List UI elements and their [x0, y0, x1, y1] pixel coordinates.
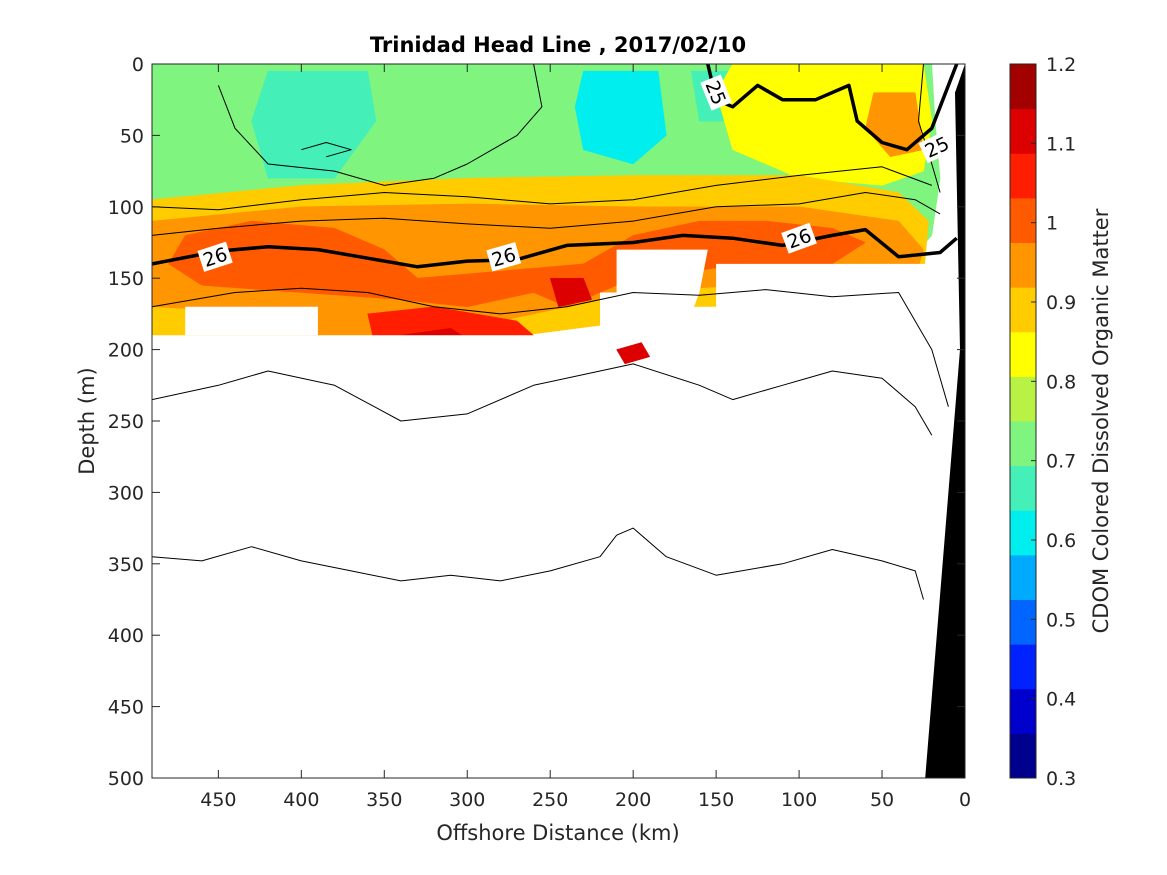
colorbar-swatch-0 [1010, 733, 1036, 779]
y-tick-label-450: 450 [108, 697, 144, 719]
y-tick-label-300: 300 [108, 482, 144, 504]
colorbar-swatch-8 [1010, 376, 1036, 422]
x-tick-label-50: 50 [870, 789, 894, 811]
colorbar-tick-label-0.5: 0.5 [1046, 609, 1076, 631]
colorbar-tick-label-0.6: 0.6 [1046, 530, 1076, 552]
x-tick-label-150: 150 [698, 789, 734, 811]
contour-label-bg-1 [486, 242, 522, 272]
no-data-gap-3 [616, 249, 708, 293]
density-contour-5 [217, 64, 543, 186]
colorbar-swatch-4 [1010, 554, 1036, 600]
contour-label-bg-0 [197, 241, 233, 272]
y-axis-ticks: 0 50 100 150 200 250 300 350 400 450 500 [108, 54, 965, 790]
seafloor-layer [925, 64, 965, 778]
x-tick-label-0: 0 [959, 789, 971, 811]
cdom-region-2 [574, 70, 667, 165]
contour-label-bg-3 [700, 74, 732, 111]
colorbar-swatches [1010, 64, 1036, 779]
x-tick-label-350: 350 [366, 789, 402, 811]
contour-label-bg-2 [781, 222, 817, 254]
x-tick-label-200: 200 [615, 789, 651, 811]
colorbar-swatch-3 [1010, 599, 1036, 645]
y-tick-label-350: 350 [108, 554, 144, 576]
density-contour-0 [152, 166, 932, 211]
density-contour-6 [301, 142, 352, 158]
x-tick-label-400: 400 [283, 789, 319, 811]
colorbar-swatch-1 [1010, 688, 1036, 734]
cdom-region-8 [168, 220, 866, 308]
colorbar-ticks: 0.3 0.4 0.5 0.6 0.7 0.8 0.9 1 1.1 1.2 [1031, 54, 1076, 790]
colorbar-swatch-5 [1010, 510, 1036, 556]
colorbar-swatch-13 [1010, 153, 1036, 199]
contour-label-bg-4 [918, 130, 956, 164]
seafloor-wedge [925, 64, 965, 778]
no-data-gap-0 [185, 306, 318, 336]
colorbar-tick-label-0.3: 0.3 [1046, 768, 1076, 790]
x-axis-label: Offshore Distance (km) [436, 821, 679, 845]
cdom-region-12 [616, 342, 651, 365]
colorbar-tick-label-0.7: 0.7 [1046, 451, 1076, 473]
density-contour-4 [152, 527, 924, 600]
x-tick-label-100: 100 [781, 789, 817, 811]
colorbar: 0.3 0.4 0.5 0.6 0.7 0.8 0.9 1 1.1 1.2 [1009, 54, 1076, 790]
colorbar-frame [1009, 63, 1037, 779]
isopycnal-26 [152, 227, 958, 269]
colorbar-swatch-10 [1010, 287, 1036, 333]
density-contour-3 [152, 363, 933, 436]
y-tick-label-100: 100 [108, 197, 144, 219]
x-axis-ticks: 450 400 350 300 250 200 150 100 50 0 [200, 64, 971, 811]
isopycnal-25 [706, 64, 959, 152]
colorbar-swatch-15 [1010, 64, 1036, 110]
colorbar-tick-label-0.9: 0.9 [1046, 292, 1076, 314]
chart-title: Trinidad Head Line , 2017/02/10 [370, 33, 746, 57]
y-tick-label-200: 200 [108, 340, 144, 362]
colorbar-tick-label-1: 1 [1046, 213, 1058, 235]
y-tick-label-500: 500 [108, 768, 144, 790]
colorbar-tick-label-0.8: 0.8 [1046, 371, 1076, 393]
colorbar-swatch-7 [1010, 421, 1036, 467]
no-data-gap-4 [716, 263, 932, 421]
x-tick-label-250: 250 [532, 789, 568, 811]
x-tick-label-450: 450 [200, 789, 236, 811]
density-contour-1 [152, 192, 941, 236]
colorbar-swatch-12 [1010, 197, 1036, 243]
cdom-region-11 [549, 277, 593, 308]
colorbar-swatch-11 [1010, 242, 1036, 288]
no-data-gap-6 [666, 306, 800, 350]
colorbar-swatch-14 [1010, 108, 1036, 154]
density-contour-layer [152, 64, 959, 600]
colorbar-tick-label-0.4: 0.4 [1046, 689, 1076, 711]
missing-data-layer [152, 249, 932, 421]
y-tick-label-400: 400 [108, 625, 144, 647]
colorbar-swatch-6 [1010, 465, 1036, 511]
y-tick-label-0: 0 [132, 54, 144, 76]
x-tick-label-300: 300 [449, 789, 485, 811]
colorbar-tick-label-1.1: 1.1 [1046, 133, 1076, 155]
colorbar-label: CDOM Colored Dissolved Organic Matter [1089, 208, 1113, 633]
y-tick-label-150: 150 [108, 268, 144, 290]
no-data-gap-2 [384, 363, 567, 421]
colorbar-tick-label-1.2: 1.2 [1046, 54, 1076, 76]
colorbar-swatch-9 [1010, 331, 1036, 377]
y-tick-label-50: 50 [120, 125, 144, 147]
colorbar-swatch-2 [1010, 644, 1036, 690]
y-axis-label: Depth (m) [75, 367, 99, 474]
density-contour-2 [152, 287, 949, 407]
y-tick-label-250: 250 [108, 411, 144, 433]
